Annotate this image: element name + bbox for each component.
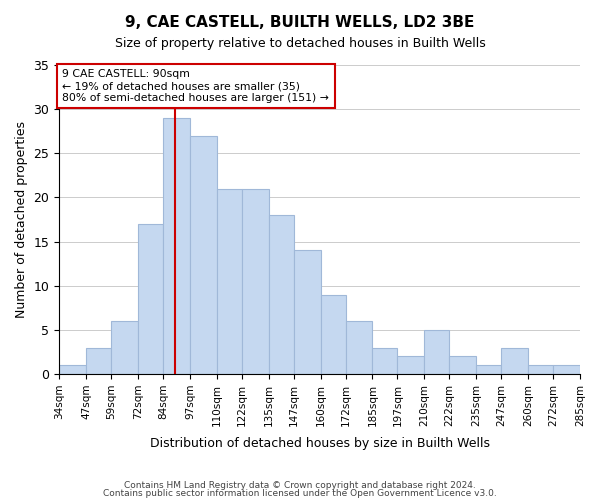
Bar <box>476 365 501 374</box>
Bar <box>111 321 138 374</box>
Bar <box>553 365 580 374</box>
Bar <box>424 330 449 374</box>
Bar <box>397 356 424 374</box>
Bar <box>59 365 86 374</box>
Bar <box>269 215 293 374</box>
Text: 9 CAE CASTELL: 90sqm
← 19% of detached houses are smaller (35)
80% of semi-detac: 9 CAE CASTELL: 90sqm ← 19% of detached h… <box>62 70 329 102</box>
Bar <box>449 356 476 374</box>
Text: 9, CAE CASTELL, BUILTH WELLS, LD2 3BE: 9, CAE CASTELL, BUILTH WELLS, LD2 3BE <box>125 15 475 30</box>
Bar <box>293 250 320 374</box>
Bar <box>320 294 346 374</box>
Bar <box>501 348 528 374</box>
Bar <box>242 188 269 374</box>
Text: Contains public sector information licensed under the Open Government Licence v3: Contains public sector information licen… <box>103 488 497 498</box>
Bar <box>86 348 111 374</box>
Text: Contains HM Land Registry data © Crown copyright and database right 2024.: Contains HM Land Registry data © Crown c… <box>124 481 476 490</box>
Bar <box>163 118 190 374</box>
Bar <box>217 188 242 374</box>
Bar <box>346 321 373 374</box>
Y-axis label: Number of detached properties: Number of detached properties <box>15 121 28 318</box>
Text: Size of property relative to detached houses in Builth Wells: Size of property relative to detached ho… <box>115 38 485 51</box>
Bar <box>373 348 397 374</box>
X-axis label: Distribution of detached houses by size in Builth Wells: Distribution of detached houses by size … <box>149 437 490 450</box>
Bar <box>138 224 163 374</box>
Bar <box>528 365 553 374</box>
Bar <box>190 136 217 374</box>
